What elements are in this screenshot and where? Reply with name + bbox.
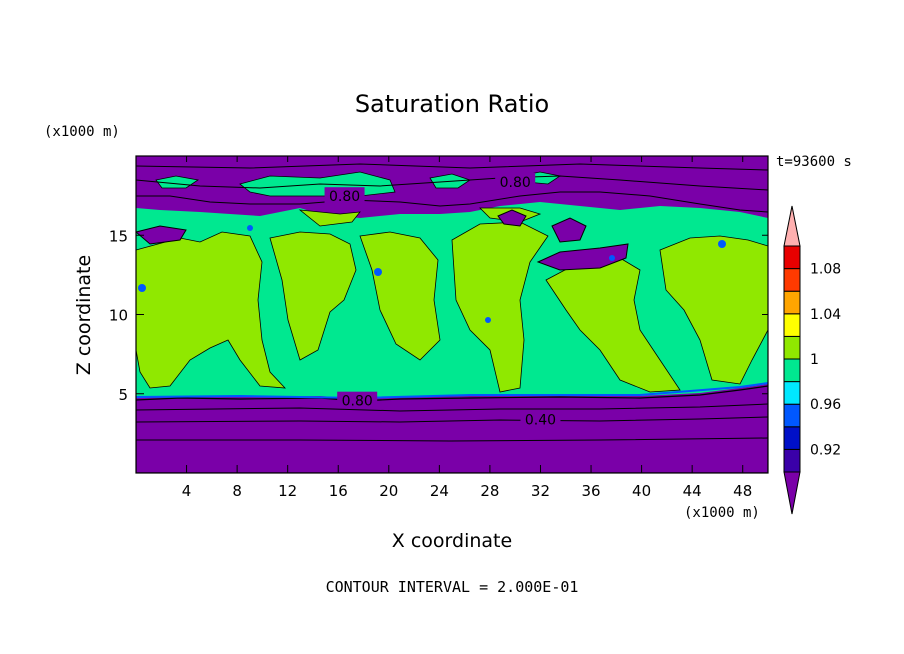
x-tick-label: 40 (632, 482, 651, 500)
x-tick-label: 44 (683, 482, 702, 500)
colorbar: 0.92 0.96 1 1.04 1.08 (783, 205, 841, 515)
x-tick-label: 12 (278, 482, 297, 500)
blue-fringe-lower (136, 382, 768, 400)
colorbar-label: 0.96 (810, 397, 841, 413)
y-axis-title: Z coordinate (73, 255, 95, 375)
colorbar-label: 0.92 (810, 442, 841, 458)
colorbar-label: 1.04 (810, 307, 841, 323)
x-tick-label: 24 (430, 482, 449, 500)
contour-label-bg (337, 391, 378, 408)
colorbar-segment (783, 245, 801, 270)
blue-fringe-spots (138, 225, 726, 323)
colorbar-segment (783, 448, 801, 473)
plot-area: 0.80 0.80 0.80 0.40 (136, 156, 768, 473)
contour-label: 0.80 (329, 189, 360, 205)
supersaturation-patches (136, 207, 768, 393)
lower-layer-boundary (136, 385, 768, 473)
contour-interval-footer: CONTOUR INTERVAL = 2.000E-01 (326, 578, 579, 596)
x-unit-label: (x1000 m) (684, 505, 760, 521)
colorbar-min-arrow (783, 471, 801, 515)
colorbar-segment (783, 313, 801, 337)
contour-label: 0.40 (525, 413, 556, 429)
time-label: t=93600 s (776, 154, 852, 170)
colorbar-segment (783, 381, 801, 405)
x-tick-label: 28 (480, 482, 499, 500)
contour-lines (136, 163, 768, 442)
contour-labels: 0.80 0.80 0.80 0.40 (324, 172, 561, 429)
y-axis: 5 10 15 (109, 227, 768, 404)
colorbar-segment (783, 426, 801, 450)
colorbar-label: 1.08 (810, 262, 841, 278)
x-axis: 4 8 12 16 20 24 28 32 36 40 44 48 (182, 156, 752, 500)
chart-title: Saturation Ratio (355, 90, 549, 118)
contour-label-bg (324, 187, 365, 204)
contour-label: 0.80 (342, 394, 373, 410)
x-tick-label: 32 (531, 482, 550, 500)
x-tick-label: 16 (329, 482, 348, 500)
y-tick-label: 15 (109, 227, 128, 245)
x-tick-label: 48 (733, 482, 752, 500)
contour-label-bg (495, 172, 536, 189)
y-unit-label: (x1000 m) (44, 124, 120, 140)
colorbar-segment (783, 358, 801, 383)
contour-label: 0.80 (500, 175, 531, 191)
contour-label-bg (520, 410, 561, 427)
x-tick-label: 36 (581, 482, 600, 500)
colorbar-segment (783, 335, 801, 360)
colorbar-max-arrow (783, 205, 801, 247)
colorbar-label: 1 (810, 352, 819, 368)
x-tick-label: 20 (379, 482, 398, 500)
x-tick-label: 8 (232, 482, 242, 500)
x-tick-label: 4 (182, 482, 192, 500)
y-tick-label: 5 (118, 386, 128, 404)
colorbar-segment (783, 403, 801, 428)
y-tick-label: 10 (109, 307, 128, 325)
colorbar-segment (783, 290, 801, 315)
colorbar-segment (783, 268, 801, 292)
x-axis-title: X coordinate (392, 530, 512, 552)
